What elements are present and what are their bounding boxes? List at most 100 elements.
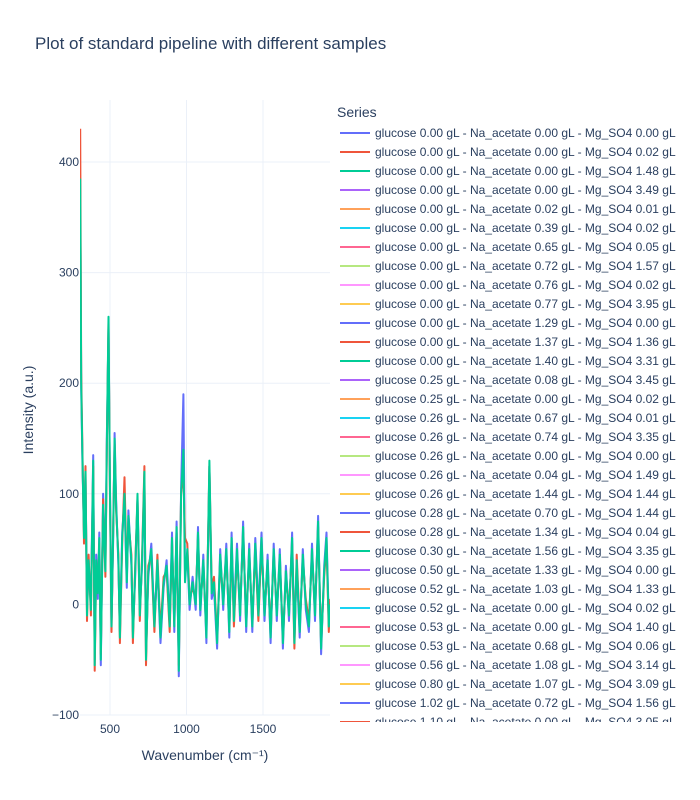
- legend-item[interactable]: glucose 0.00 gL - Na_acetate 1.37 gL - M…: [337, 332, 700, 351]
- legend-item[interactable]: glucose 0.26 gL - Na_acetate 0.67 gL - M…: [337, 408, 700, 427]
- legend-item[interactable]: glucose 0.00 gL - Na_acetate 0.39 gL - M…: [337, 218, 700, 237]
- legend-label: glucose 0.26 gL - Na_acetate 0.74 gL - M…: [375, 429, 676, 444]
- legend-label: glucose 0.25 gL - Na_acetate 0.00 gL - M…: [375, 391, 676, 406]
- legend-label: glucose 0.52 gL - Na_acetate 0.00 gL - M…: [375, 600, 676, 615]
- legend-item[interactable]: glucose 0.00 gL - Na_acetate 0.00 gL - M…: [337, 123, 700, 142]
- legend-item[interactable]: glucose 0.26 gL - Na_acetate 1.44 gL - M…: [337, 484, 700, 503]
- legend-label: glucose 0.26 gL - Na_acetate 0.00 gL - M…: [375, 448, 676, 463]
- legend-swatch: [340, 720, 370, 722]
- legend-item[interactable]: glucose 0.25 gL - Na_acetate 0.00 gL - M…: [337, 389, 700, 408]
- legend-swatch: [340, 587, 370, 590]
- legend-swatch: [340, 435, 370, 438]
- legend-title: Series: [337, 104, 377, 120]
- legend-label: glucose 0.00 gL - Na_acetate 0.77 gL - M…: [375, 296, 676, 311]
- y-tick-label: 400: [59, 155, 79, 169]
- legend-label: glucose 0.00 gL - Na_acetate 0.76 gL - M…: [375, 277, 676, 292]
- legend-item[interactable]: glucose 0.00 gL - Na_acetate 0.77 gL - M…: [337, 294, 700, 313]
- legend-item[interactable]: glucose 0.26 gL - Na_acetate 0.74 gL - M…: [337, 427, 700, 446]
- legend-label: glucose 0.30 gL - Na_acetate 1.56 gL - M…: [375, 543, 676, 558]
- legend-label: glucose 0.00 gL - Na_acetate 0.00 gL - M…: [375, 144, 676, 159]
- legend-swatch: [340, 549, 370, 552]
- legend-label: glucose 0.80 gL - Na_acetate 1.07 gL - M…: [375, 676, 676, 691]
- legend-item[interactable]: glucose 0.00 gL - Na_acetate 0.02 gL - M…: [337, 199, 700, 218]
- legend-label: glucose 0.00 gL - Na_acetate 0.00 gL - M…: [375, 182, 676, 197]
- legend-swatch: [340, 207, 370, 210]
- legend-item[interactable]: glucose 0.00 gL - Na_acetate 1.40 gL - M…: [337, 351, 700, 370]
- legend-item[interactable]: glucose 0.00 gL - Na_acetate 0.76 gL - M…: [337, 275, 700, 294]
- legend-label: glucose 0.50 gL - Na_acetate 1.33 gL - M…: [375, 562, 676, 577]
- y-tick-label: 300: [59, 266, 79, 280]
- legend-swatch: [340, 283, 370, 286]
- legend-item[interactable]: glucose 0.00 gL - Na_acetate 1.29 gL - M…: [337, 313, 700, 332]
- y-tick-label: −100: [52, 708, 79, 722]
- chart-title: Plot of standard pipeline with different…: [35, 34, 387, 53]
- legend-label: glucose 0.00 gL - Na_acetate 1.40 gL - M…: [375, 353, 676, 368]
- y-tick-label: 0: [72, 597, 79, 611]
- legend-item[interactable]: glucose 0.26 gL - Na_acetate 0.04 gL - M…: [337, 465, 700, 484]
- legend-item[interactable]: glucose 0.80 gL - Na_acetate 1.07 gL - M…: [337, 674, 700, 693]
- legend-swatch: [340, 226, 370, 229]
- legend-label: glucose 0.00 gL - Na_acetate 0.02 gL - M…: [375, 201, 676, 216]
- legend-item[interactable]: glucose 0.52 gL - Na_acetate 0.00 gL - M…: [337, 598, 700, 617]
- legend-swatch: [340, 663, 370, 666]
- legend-item[interactable]: glucose 0.00 gL - Na_acetate 0.00 gL - M…: [337, 161, 700, 180]
- legend-item[interactable]: glucose 0.00 gL - Na_acetate 0.65 gL - M…: [337, 237, 700, 256]
- legend: Series glucose 0.00 gL - Na_acetate 0.00…: [337, 104, 700, 722]
- legend-swatch: [340, 473, 370, 476]
- x-tick-label: 500: [100, 722, 120, 736]
- legend-item[interactable]: glucose 0.56 gL - Na_acetate 1.08 gL - M…: [337, 655, 700, 674]
- legend-label: glucose 0.53 gL - Na_acetate 0.68 gL - M…: [375, 638, 676, 653]
- legend-item[interactable]: glucose 0.25 gL - Na_acetate 0.08 gL - M…: [337, 370, 700, 389]
- legend-label: glucose 0.26 gL - Na_acetate 0.04 gL - M…: [375, 467, 676, 482]
- legend-swatch: [340, 169, 370, 172]
- axis-ticks: 500 1000 1500 −100 0 100 200 300 400: [52, 155, 277, 736]
- legend-item[interactable]: glucose 0.26 gL - Na_acetate 0.00 gL - M…: [337, 446, 700, 465]
- legend-label: glucose 0.00 gL - Na_acetate 0.72 gL - M…: [375, 258, 676, 273]
- legend-swatch: [340, 625, 370, 628]
- legend-label: glucose 0.26 gL - Na_acetate 1.44 gL - M…: [375, 486, 676, 501]
- legend-label: glucose 0.00 gL - Na_acetate 0.39 gL - M…: [375, 220, 676, 235]
- legend-swatch: [340, 188, 370, 191]
- x-tick-label: 1500: [250, 722, 277, 736]
- legend-item[interactable]: glucose 0.28 gL - Na_acetate 0.70 gL - M…: [337, 503, 700, 522]
- legend-swatch: [340, 644, 370, 647]
- x-tick-label: 1000: [173, 722, 200, 736]
- legend-label: glucose 0.52 gL - Na_acetate 1.03 gL - M…: [375, 581, 676, 596]
- legend-label: glucose 0.00 gL - Na_acetate 0.00 gL - M…: [375, 163, 676, 178]
- legend-label: glucose 0.00 gL - Na_acetate 1.37 gL - M…: [375, 334, 676, 349]
- legend-label: glucose 0.00 gL - Na_acetate 0.00 gL - M…: [375, 125, 676, 140]
- legend-label: glucose 0.56 gL - Na_acetate 1.08 gL - M…: [375, 657, 676, 672]
- legend-item[interactable]: glucose 0.00 gL - Na_acetate 0.72 gL - M…: [337, 256, 700, 275]
- legend-swatch: [340, 302, 370, 305]
- legend-item[interactable]: glucose 0.28 gL - Na_acetate 1.34 gL - M…: [337, 522, 700, 541]
- legend-swatch: [340, 245, 370, 248]
- series-line-2: [80, 178, 330, 672]
- y-tick-label: 200: [59, 376, 79, 390]
- legend-item[interactable]: glucose 0.00 gL - Na_acetate 0.00 gL - M…: [337, 142, 700, 161]
- legend-swatch: [340, 511, 370, 514]
- legend-item[interactable]: glucose 1.02 gL - Na_acetate 0.72 gL - M…: [337, 693, 700, 712]
- legend-swatch: [340, 264, 370, 267]
- legend-item[interactable]: glucose 0.00 gL - Na_acetate 0.00 gL - M…: [337, 180, 700, 199]
- legend-swatch: [340, 530, 370, 533]
- legend-item[interactable]: glucose 0.30 gL - Na_acetate 1.56 gL - M…: [337, 541, 700, 560]
- legend-label: glucose 0.00 gL - Na_acetate 1.29 gL - M…: [375, 315, 676, 330]
- legend-swatch: [340, 131, 370, 134]
- legend-swatch: [340, 416, 370, 419]
- legend-swatch: [340, 454, 370, 457]
- legend-label: glucose 0.25 gL - Na_acetate 0.08 gL - M…: [375, 372, 676, 387]
- legend-swatch: [340, 568, 370, 571]
- legend-item[interactable]: glucose 0.53 gL - Na_acetate 0.00 gL - M…: [337, 617, 700, 636]
- legend-item[interactable]: glucose 0.50 gL - Na_acetate 1.33 gL - M…: [337, 560, 700, 579]
- series-lines: [80, 128, 330, 678]
- y-tick-label: 100: [59, 487, 79, 501]
- legend-swatch: [340, 378, 370, 381]
- legend-item[interactable]: glucose 0.52 gL - Na_acetate 1.03 gL - M…: [337, 579, 700, 598]
- legend-swatch: [340, 492, 370, 495]
- legend-item[interactable]: glucose 0.53 gL - Na_acetate 0.68 gL - M…: [337, 636, 700, 655]
- legend-label: glucose 1.10 gL - Na_acetate 0.00 gL - M…: [375, 714, 676, 723]
- legend-swatch: [340, 701, 370, 704]
- y-axis-title: Intensity (a.u.): [20, 366, 36, 455]
- legend-item[interactable]: glucose 1.10 gL - Na_acetate 0.00 gL - M…: [337, 712, 700, 722]
